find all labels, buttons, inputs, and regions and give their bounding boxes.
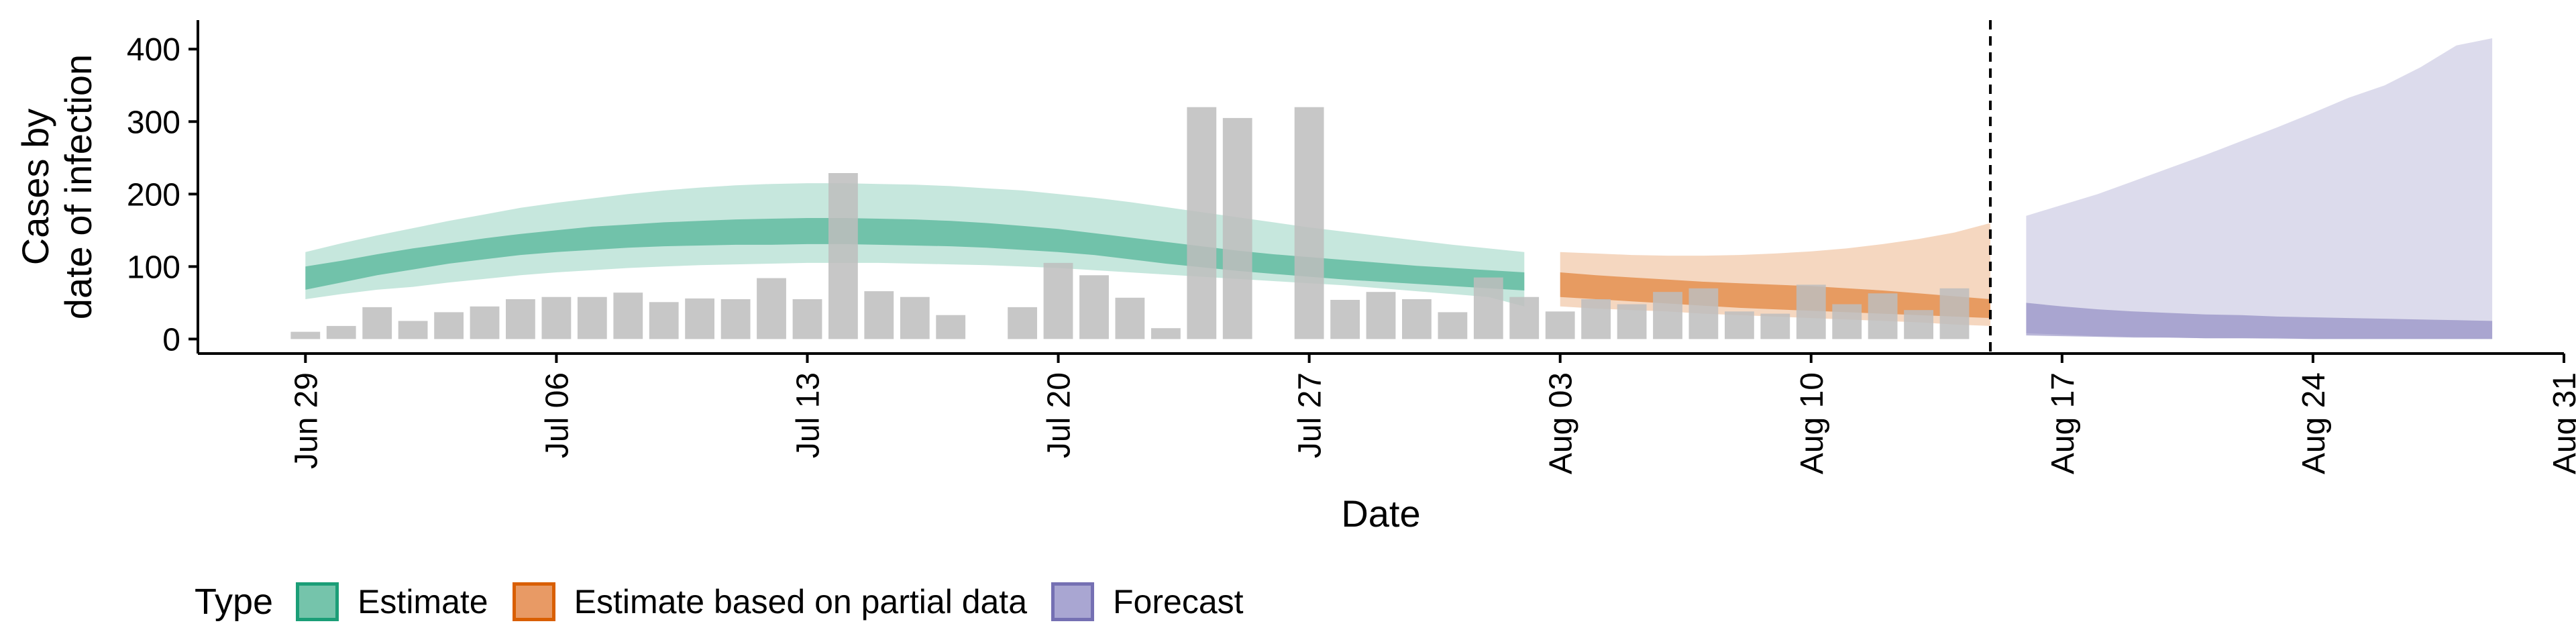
bar <box>1904 310 1933 339</box>
y-tick-label: 300 <box>127 105 180 140</box>
bar <box>1688 288 1719 339</box>
legend-label-forecast: Forecast <box>1113 583 1244 621</box>
forecast-outer-band <box>2026 38 2493 339</box>
legend: Type Estimate Estimate based on partial … <box>195 578 1268 625</box>
bar <box>541 297 572 339</box>
bar <box>1294 107 1324 339</box>
x-tick-label: Jul 13 <box>790 372 826 458</box>
axes-layer: 0 100 200 300 400 Jun 29 Jul 06 Jul 13 Jul 20 Jul… <box>14 20 2576 535</box>
bar <box>362 307 392 339</box>
x-tick-label: Jul 20 <box>1042 372 1077 458</box>
bar <box>1079 275 1109 339</box>
bar <box>1151 328 1181 339</box>
legend-key-partial <box>512 582 555 621</box>
y-axis-title-line: date of infection <box>57 54 99 319</box>
bar <box>613 292 643 339</box>
bar <box>792 299 822 339</box>
bar <box>1222 117 1252 339</box>
bar <box>577 297 607 339</box>
bar <box>1617 304 1647 339</box>
x-tick-label: Aug 24 <box>2296 372 2332 474</box>
y-tick-label: 400 <box>127 32 180 68</box>
bar <box>685 298 714 339</box>
y-tick-label: 0 <box>162 322 180 358</box>
x-tick-label: Aug 10 <box>1794 372 1830 474</box>
x-tick-label: Aug 17 <box>2045 372 2081 474</box>
x-axis-title: Date <box>1341 492 1420 535</box>
bar <box>1438 312 1468 339</box>
bar <box>1760 313 1790 339</box>
bar <box>1187 107 1217 339</box>
bar <box>1796 284 1826 339</box>
bar <box>398 321 428 339</box>
bar <box>1653 292 1682 339</box>
y-axis-title-line: Cases by <box>14 109 56 265</box>
bars-layer <box>290 107 1970 339</box>
y-tick-label: 100 <box>127 250 180 285</box>
bar <box>470 306 500 339</box>
bar <box>936 315 966 339</box>
bar <box>1509 297 1540 339</box>
bar <box>1330 300 1360 339</box>
bar <box>720 299 751 339</box>
forecast-inner-band <box>2026 303 2493 339</box>
bar <box>434 312 464 339</box>
bar <box>290 331 321 339</box>
bar <box>1581 299 1611 339</box>
bar <box>900 297 930 339</box>
bar <box>326 325 356 339</box>
legend-key-estimate <box>296 582 339 621</box>
bar <box>649 302 679 339</box>
bar <box>1402 299 1432 339</box>
x-tick-label: Aug 03 <box>1544 372 1579 474</box>
bar <box>1725 311 1754 339</box>
legend-label-partial: Estimate based on partial data <box>574 583 1028 621</box>
bar <box>506 299 535 339</box>
bar <box>864 291 894 339</box>
x-tick-label: Aug 31 <box>2547 372 2576 474</box>
bar <box>1115 297 1145 339</box>
estimate-inner-band <box>305 218 1525 290</box>
bar <box>1366 292 1396 339</box>
legend-title: Type <box>195 582 274 622</box>
legend-key-forecast <box>1051 582 1095 621</box>
bar <box>828 173 858 339</box>
x-tick-label: Jun 29 <box>288 372 324 469</box>
bar <box>1008 307 1037 339</box>
x-tick-label: Jul 06 <box>539 372 575 458</box>
legend-label-estimate: Estimate <box>358 583 488 621</box>
bar <box>1832 304 1862 339</box>
bar <box>1473 277 1503 339</box>
bar <box>1868 293 1898 339</box>
y-tick-label: 200 <box>127 177 180 213</box>
bar <box>1545 311 1575 339</box>
bar <box>757 278 786 339</box>
bar <box>1043 262 1073 339</box>
bar <box>1939 288 1970 339</box>
x-tick-label: Jul 27 <box>1293 372 1328 458</box>
